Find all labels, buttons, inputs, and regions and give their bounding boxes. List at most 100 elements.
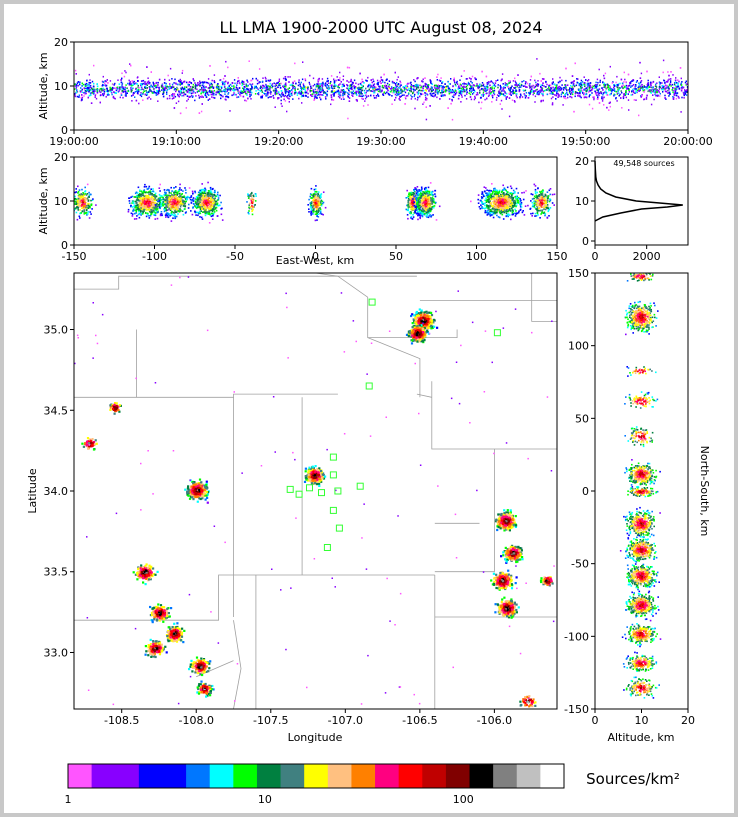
ew-source-mark: [148, 217, 151, 219]
ta-source-mark: [518, 90, 521, 93]
ta-source-mark: [320, 98, 322, 101]
ew-source-mark: [154, 195, 156, 198]
ta-source-mark: [202, 96, 204, 98]
ta-source-mark: [614, 93, 616, 96]
ta-source-mark: [355, 99, 358, 101]
ta-source-mark: [430, 82, 432, 84]
ta-source-mark: [646, 87, 649, 90]
ta-source-mark: [515, 84, 517, 86]
ta-source-mark: [605, 90, 607, 93]
ta-source-mark: [171, 78, 173, 80]
ta-source-mark: [326, 77, 329, 80]
ta-source-mark: [169, 67, 172, 70]
ta-source-mark: [386, 78, 388, 81]
ta-source-mark: [377, 90, 380, 93]
ew-source-mark: [88, 195, 90, 198]
ta-source-mark: [360, 84, 363, 86]
ew-source-mark: [139, 193, 142, 196]
ta-source-mark: [356, 100, 358, 102]
ta-source-mark: [657, 94, 659, 97]
ta-source-mark: [598, 88, 601, 90]
ta-source-mark: [537, 83, 540, 86]
ta-source-mark: [88, 85, 90, 87]
ta-source-mark: [186, 91, 188, 93]
ta-source-mark: [457, 88, 459, 90]
ta-source-mark: [170, 86, 172, 88]
ta-source-mark: [672, 91, 674, 94]
ew-source-mark: [87, 199, 90, 201]
ta-source-mark: [83, 95, 85, 97]
ta-source-mark: [238, 79, 240, 82]
ta-source-mark: [622, 87, 624, 90]
ta-source-mark: [667, 89, 669, 92]
ta-source-mark: [231, 85, 233, 88]
ta-source-mark: [443, 86, 445, 88]
ta-source-mark: [641, 94, 643, 96]
ta-source-mark: [203, 85, 205, 87]
ta-source-mark: [521, 84, 523, 87]
ta-source-mark: [399, 87, 401, 89]
ta-source-mark: [430, 82, 433, 85]
ta-source-mark: [342, 85, 345, 87]
ta-source-mark: [453, 94, 455, 96]
ta-source-mark: [508, 92, 510, 95]
ta-source-mark: [178, 81, 181, 83]
ta-source-mark: [307, 88, 309, 91]
ta-source-mark: [678, 80, 680, 83]
ta-source-mark: [103, 91, 106, 93]
ta-source-mark: [452, 96, 455, 98]
ta-source-mark: [364, 97, 367, 100]
chart-title: LL LMA 1900-2000 UTC August 08, 2024: [219, 18, 542, 37]
ew-source-mark: [75, 200, 77, 203]
ta-source-mark: [283, 86, 285, 89]
ta-source-mark: [394, 93, 397, 96]
ta-source-mark: [513, 100, 516, 102]
ta-source-mark: [542, 93, 544, 95]
ta-source-mark: [317, 85, 319, 87]
ta-source-mark: [559, 86, 562, 89]
ew-source-mark: [127, 208, 130, 211]
ta-source-mark: [507, 86, 509, 88]
ew-source-mark: [135, 209, 138, 212]
ta-source-mark: [282, 93, 284, 96]
ta-source-mark: [298, 90, 301, 93]
ew-source-mark: [151, 204, 154, 207]
ta-source-mark: [372, 84, 375, 86]
ta-source-mark: [548, 85, 550, 87]
ew-source-mark: [88, 205, 90, 208]
ta-source-mark: [465, 98, 468, 100]
ta-source-mark: [161, 84, 163, 87]
ta-source-mark: [521, 80, 523, 83]
ta-source-mark: [163, 88, 165, 91]
ta-source-mark: [580, 84, 582, 87]
ta-source-mark: [564, 93, 566, 96]
ta-source-mark: [297, 88, 299, 90]
ta-source-mark: [123, 75, 126, 78]
ta-source-mark: [123, 90, 126, 93]
ta-source-mark: [597, 93, 600, 95]
ta-source-mark: [244, 88, 247, 91]
ta-source-mark: [279, 94, 282, 96]
ta-source-mark: [221, 90, 223, 93]
ta-source-mark: [75, 84, 78, 86]
ta-source-mark: [294, 62, 296, 65]
ta-source-mark: [571, 96, 573, 99]
ta-source-mark: [262, 84, 265, 87]
ta-source-mark: [583, 76, 585, 78]
ta-source-mark: [652, 86, 654, 88]
ta-source-mark: [650, 89, 653, 91]
ta-source-mark: [654, 93, 656, 96]
ta-source-mark: [485, 87, 487, 89]
ta-source-mark: [591, 86, 594, 88]
ta-source-mark: [102, 75, 104, 78]
ta-source-mark: [144, 93, 146, 96]
ta-source-mark: [111, 86, 114, 89]
ta-source-mark: [370, 84, 372, 87]
ta-source-mark: [415, 88, 418, 90]
ta-source-mark: [542, 82, 544, 84]
ta-source-mark: [203, 89, 206, 91]
ew-source-mark: [159, 183, 161, 186]
ta-source-mark: [237, 96, 240, 98]
ta-source-mark: [248, 90, 250, 92]
ta-source-mark: [462, 87, 465, 90]
